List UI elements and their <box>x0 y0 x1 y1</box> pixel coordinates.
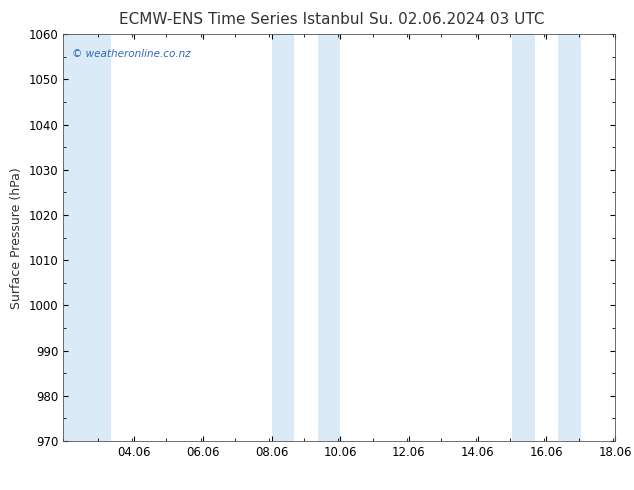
Text: © weatheronline.co.nz: © weatheronline.co.nz <box>72 49 190 58</box>
Text: Su. 02.06.2024 03 UTC: Su. 02.06.2024 03 UTC <box>369 12 544 27</box>
Bar <box>63 34 112 441</box>
Bar <box>512 34 534 441</box>
Y-axis label: Surface Pressure (hPa): Surface Pressure (hPa) <box>10 167 23 309</box>
Bar <box>271 34 294 441</box>
Bar <box>558 34 581 441</box>
Bar <box>318 34 340 441</box>
Text: ECMW-ENS Time Series Istanbul: ECMW-ENS Time Series Istanbul <box>119 12 363 27</box>
